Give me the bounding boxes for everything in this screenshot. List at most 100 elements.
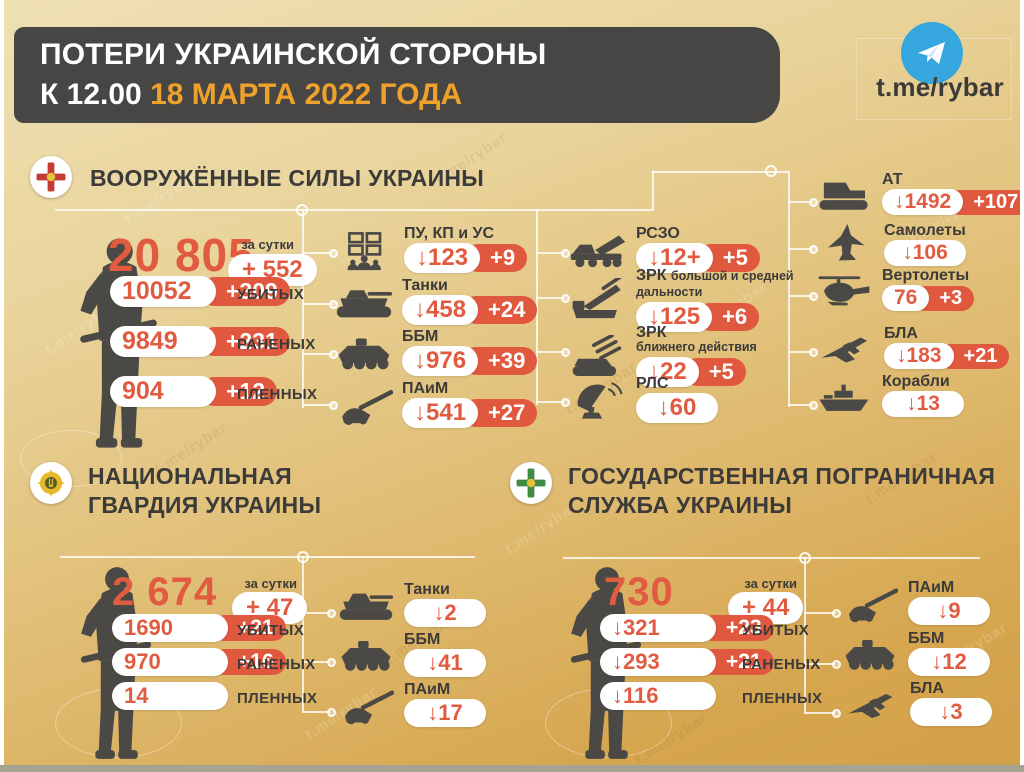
connector-line	[788, 248, 812, 250]
page-title: ПОТЕРИ УКРАИНСКОЙ СТОРОНЫ	[40, 38, 547, 71]
apc-icon	[334, 334, 394, 372]
connector-line	[302, 353, 332, 355]
tank-icon	[334, 283, 394, 321]
subtitle-date: 18 МАРТА 2022 ГОДА	[150, 78, 463, 111]
connector-line	[302, 209, 304, 408]
captured-row: ↓116	[600, 682, 716, 710]
connector-line	[652, 171, 789, 173]
connector-line	[302, 711, 330, 713]
killed-delta: +309	[200, 277, 290, 306]
equipment-name: Вертолеты	[882, 267, 970, 284]
mlrs-icon	[568, 231, 628, 269]
equipment-item: РЛС ↓60	[568, 376, 808, 423]
connector-line	[788, 295, 812, 297]
page-edge-left	[0, 0, 4, 772]
connector-line	[652, 171, 654, 211]
ship-icon	[814, 378, 874, 414]
equipment-name-sub: ближнего действия	[636, 340, 757, 354]
connector-line	[788, 171, 790, 407]
equipment-item: БЛА ↓3	[842, 681, 1010, 726]
wounded-count: 9849	[110, 326, 216, 357]
wounded-row: 970 +16	[112, 648, 286, 676]
equipment-lost: ↓458	[402, 295, 479, 325]
wounded-label: РАНЕНЫХ	[237, 656, 316, 673]
connector-line	[804, 612, 835, 614]
border-service-emblem-icon	[510, 462, 552, 504]
equipment-name: ББМ	[402, 328, 439, 345]
captured-row: 904 +12	[110, 376, 278, 407]
equipment-name: РЛС	[636, 375, 669, 392]
equipment-item: ЗРК ближнего действия ↓22 +5	[568, 325, 808, 387]
connector-line	[788, 201, 812, 203]
subtitle-time: К 12.00	[40, 78, 151, 111]
equipment-name-main: ЗРК	[636, 324, 667, 341]
equipment-name: ЗРК большой и средней дальности	[636, 268, 808, 300]
connector-line	[536, 351, 564, 353]
armored-tractor-icon	[814, 176, 874, 212]
connector-dot	[561, 249, 570, 258]
telegram-handle[interactable]: t.me/rybar	[876, 72, 1004, 102]
section-title-armed-forces: ВООРУЖЁННЫЕ СИЛЫ УКРАИНЫ	[90, 165, 485, 191]
title-line1: НАЦИОНАЛЬНАЯ	[88, 463, 292, 489]
equipment-lost: ↓12	[908, 648, 990, 676]
helicopter-icon	[814, 271, 874, 309]
artillery-icon	[334, 384, 394, 426]
equipment-name: БЛА	[884, 325, 918, 342]
connector-dot	[832, 660, 841, 669]
connector-line	[60, 556, 475, 558]
connector-line	[804, 663, 835, 665]
drone-icon	[842, 686, 902, 722]
apc-icon	[336, 637, 396, 673]
connector-dot	[327, 708, 336, 717]
equipment-item: АТ ↓1492 +107	[814, 172, 1024, 215]
equipment-lost: ↓17	[404, 699, 486, 727]
title-line2: СЛУЖБА УКРАИНЫ	[568, 492, 793, 518]
page-subtitle: К 12.00 18 МАРТА 2022 ГОДА	[40, 75, 780, 115]
artillery-icon	[840, 583, 900, 623]
wounded-count: ↓293	[600, 648, 716, 676]
killed-label: УБИТЫХ	[237, 622, 305, 639]
connector-line	[302, 404, 332, 406]
telegram-icon	[901, 22, 963, 84]
equipment-name: ЗРК ближнего действия	[636, 325, 808, 355]
connector-dot	[809, 401, 818, 410]
connector-line	[788, 404, 812, 406]
captured-label: ПЛЕННЫХ	[742, 690, 823, 707]
equipment-lost: ↓541	[402, 398, 479, 428]
jet-icon	[816, 222, 876, 266]
connector-dot	[561, 398, 570, 407]
captured-label: ПЛЕННЫХ	[237, 386, 318, 403]
connector-dot	[327, 658, 336, 667]
connector-line	[302, 252, 332, 254]
wounded-label: РАНЕНЫХ	[742, 656, 821, 673]
killed-count: ↓321	[600, 614, 716, 642]
equipment-lost: ↓976	[402, 346, 479, 376]
connector-line	[302, 612, 330, 614]
connector-dot	[832, 609, 841, 618]
connector-line	[536, 209, 538, 405]
killed-row: 1690 +21	[112, 614, 286, 642]
connector-line	[536, 252, 564, 254]
equipment-item: ПАиМ ↓17	[336, 682, 576, 727]
equipment-lost: ↓13	[882, 391, 964, 417]
killed-row: 10052 +309	[110, 276, 290, 307]
equipment-lost: ↓60	[636, 393, 718, 423]
killed-row: ↓321 +23	[600, 614, 774, 642]
equipment-item: ББМ ↓976 +39	[334, 329, 574, 376]
connector-dot	[809, 198, 818, 207]
wounded-row: ↓293 +21	[600, 648, 774, 676]
equipment-lost: ↓22	[636, 357, 699, 387]
connector-dot	[809, 348, 818, 357]
command-post-icon	[336, 229, 396, 271]
daily-label: за сутки	[744, 576, 797, 591]
equipment-lost: ↓183	[884, 343, 954, 369]
connector-dot	[329, 350, 338, 359]
page-edge-bottom	[0, 765, 1024, 772]
connector-dot	[329, 401, 338, 410]
apc-icon	[840, 636, 900, 672]
equipment-name: АТ	[882, 171, 903, 188]
equipment-name: ПУ, КП и УС	[404, 225, 495, 242]
connector-dot	[329, 249, 338, 258]
connector-node	[296, 204, 308, 216]
wounded-label: РАНЕНЫХ	[237, 336, 316, 353]
